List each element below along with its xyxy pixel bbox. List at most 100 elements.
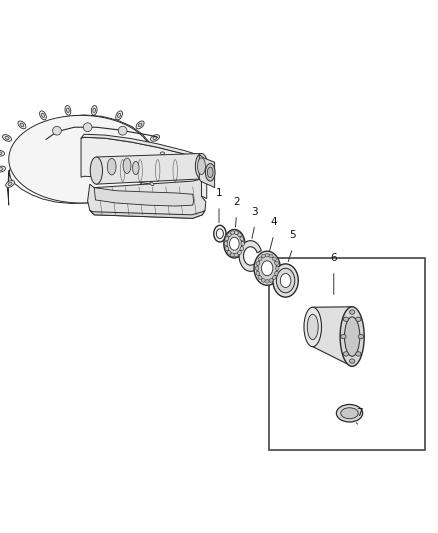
Ellipse shape — [8, 182, 12, 185]
Ellipse shape — [159, 168, 163, 171]
Ellipse shape — [216, 229, 223, 238]
Ellipse shape — [234, 253, 238, 256]
Ellipse shape — [275, 271, 278, 276]
Ellipse shape — [0, 150, 4, 156]
Ellipse shape — [230, 253, 235, 256]
Ellipse shape — [90, 157, 102, 184]
Text: 2: 2 — [233, 197, 240, 207]
Ellipse shape — [214, 225, 226, 242]
Polygon shape — [90, 211, 205, 219]
Ellipse shape — [156, 166, 166, 172]
Ellipse shape — [107, 158, 116, 175]
Ellipse shape — [3, 135, 11, 141]
Ellipse shape — [18, 121, 26, 129]
Ellipse shape — [275, 261, 278, 265]
Ellipse shape — [256, 261, 260, 265]
Ellipse shape — [237, 233, 241, 237]
Polygon shape — [88, 179, 206, 219]
Ellipse shape — [341, 334, 346, 339]
Ellipse shape — [276, 266, 279, 270]
Ellipse shape — [205, 164, 215, 181]
Ellipse shape — [5, 136, 9, 140]
Ellipse shape — [343, 317, 349, 321]
Ellipse shape — [350, 359, 355, 364]
Polygon shape — [239, 241, 261, 271]
Ellipse shape — [261, 261, 273, 276]
Circle shape — [118, 126, 127, 135]
Ellipse shape — [336, 405, 363, 422]
Polygon shape — [81, 134, 207, 162]
Ellipse shape — [153, 136, 157, 140]
Ellipse shape — [198, 158, 205, 174]
Ellipse shape — [350, 310, 355, 314]
Ellipse shape — [255, 266, 259, 270]
Ellipse shape — [341, 408, 358, 419]
Ellipse shape — [207, 167, 213, 177]
Ellipse shape — [0, 166, 6, 172]
Ellipse shape — [224, 241, 228, 246]
Ellipse shape — [340, 307, 364, 366]
Ellipse shape — [116, 111, 123, 120]
Text: 4: 4 — [270, 217, 277, 227]
Text: 6: 6 — [330, 253, 337, 263]
Ellipse shape — [67, 108, 69, 112]
Polygon shape — [313, 307, 352, 366]
Ellipse shape — [225, 247, 229, 251]
Polygon shape — [94, 188, 194, 206]
Ellipse shape — [227, 233, 242, 254]
Ellipse shape — [227, 233, 231, 237]
Ellipse shape — [256, 271, 260, 276]
Ellipse shape — [307, 314, 318, 340]
Ellipse shape — [158, 150, 167, 156]
Ellipse shape — [123, 158, 131, 173]
Ellipse shape — [344, 317, 360, 356]
Ellipse shape — [6, 181, 14, 188]
Polygon shape — [96, 154, 201, 184]
Ellipse shape — [227, 251, 231, 255]
Ellipse shape — [261, 279, 265, 282]
Ellipse shape — [240, 237, 244, 241]
Text: 1: 1 — [215, 188, 223, 198]
Ellipse shape — [151, 135, 159, 141]
Ellipse shape — [343, 352, 349, 356]
Ellipse shape — [225, 237, 229, 241]
Ellipse shape — [261, 254, 265, 258]
Ellipse shape — [20, 123, 24, 127]
Ellipse shape — [234, 231, 238, 235]
Ellipse shape — [240, 247, 244, 251]
Ellipse shape — [258, 276, 262, 279]
Ellipse shape — [258, 257, 262, 261]
Ellipse shape — [265, 253, 269, 257]
Ellipse shape — [358, 334, 364, 339]
Ellipse shape — [0, 152, 2, 155]
Ellipse shape — [258, 255, 277, 281]
Ellipse shape — [276, 268, 295, 293]
Ellipse shape — [91, 106, 97, 115]
Ellipse shape — [138, 123, 142, 127]
Circle shape — [83, 123, 92, 132]
Ellipse shape — [254, 251, 280, 285]
Polygon shape — [199, 155, 215, 188]
Polygon shape — [81, 138, 207, 199]
Bar — [269, 258, 425, 450]
Ellipse shape — [39, 111, 46, 120]
Ellipse shape — [273, 264, 298, 297]
Ellipse shape — [195, 154, 208, 179]
Ellipse shape — [93, 108, 95, 112]
Ellipse shape — [117, 114, 120, 117]
Ellipse shape — [132, 161, 139, 174]
Ellipse shape — [136, 121, 144, 129]
Ellipse shape — [269, 279, 273, 282]
Polygon shape — [8, 115, 153, 205]
Ellipse shape — [65, 106, 71, 115]
Ellipse shape — [148, 181, 156, 188]
Ellipse shape — [237, 251, 241, 255]
Ellipse shape — [0, 168, 3, 171]
Ellipse shape — [304, 307, 321, 346]
Circle shape — [53, 126, 61, 135]
Ellipse shape — [230, 231, 235, 235]
Ellipse shape — [269, 254, 273, 258]
Ellipse shape — [150, 182, 154, 185]
Ellipse shape — [42, 114, 45, 117]
Ellipse shape — [356, 352, 361, 356]
